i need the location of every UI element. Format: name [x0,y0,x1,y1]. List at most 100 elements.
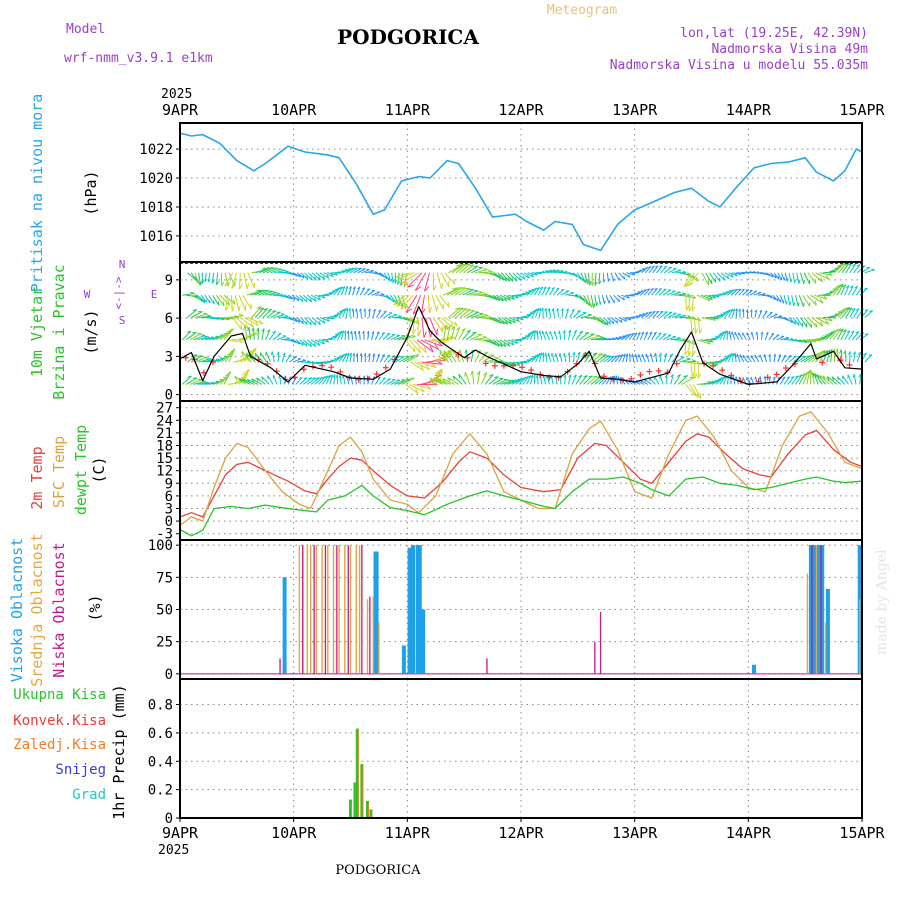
wind-arrow [787,376,795,385]
wind-arrow [526,288,535,296]
wind-arrow [490,360,503,363]
wind-arrow [696,294,711,302]
wind-arrow-head [272,330,277,334]
wind-arrow [830,265,842,274]
y-tick-label: 6 [165,311,173,327]
wind-arrow-head [738,308,741,312]
wind-arrow [751,332,755,340]
wind-arrow-head [826,376,830,381]
precip-legend-item: Snijeg [55,762,106,778]
wind-arrow-head [721,331,725,334]
wind-arrow-head [541,307,544,312]
wind-arrow [851,285,859,296]
wind-arrow-head [670,374,674,378]
wind-arrow-head [688,282,694,286]
wind-arrow-head [771,332,775,335]
wind-arrow-head [790,375,795,379]
wind-arrow [379,354,386,363]
wind-arrow [621,294,630,299]
wind-arrow [666,336,677,341]
wind-arrow [800,317,808,328]
wind-arrow [267,375,274,385]
wind-arrow [591,353,603,363]
low-cloud-bar [361,545,363,674]
wind-arrow [378,377,386,385]
wind-arrow [633,314,643,318]
wind-arrow [750,309,753,318]
wind-arrow [181,375,192,385]
wind-arrow-head [482,292,488,295]
wind-arrow [334,355,343,363]
wind-arrow-head [577,309,581,312]
wind-arrow-head [355,308,358,312]
wind-arrow [271,351,275,363]
wind-arrow [270,311,281,318]
wind-arrow-head [397,280,401,285]
wind-arrow-head [849,285,854,289]
wind-arrow [247,272,255,289]
wind-arrow [469,334,483,341]
wind-arrow-head [299,376,303,379]
wind-arrow [291,339,301,345]
cloud-unit: (%) [86,594,104,621]
wind-arrow-head [606,321,609,326]
wind-arrow [785,317,793,324]
wind-arrow-head [353,330,356,334]
wind-arrow [190,355,203,363]
wind-arrow [374,331,380,341]
wind-arrow-head [330,273,334,278]
wind-arrow [732,272,742,276]
wind-arrow [663,266,672,274]
wind-arrow [345,267,355,274]
wind-arrow-head [359,308,362,312]
wind-arrow [278,271,289,274]
wind-arrow [451,307,464,318]
precip-legend-item: Grad [72,787,106,803]
wind-arrow-head [461,263,467,266]
wind-arrow [559,330,562,340]
wind-arrow [530,287,538,296]
wind-arrow-head [641,331,645,335]
wind-arrow [289,317,298,323]
wind-arrow-head [387,378,391,380]
wind-arrow [293,272,301,278]
wind-arrow [296,359,306,363]
wind-arrow [853,308,860,318]
wind-arrow [444,349,455,363]
wind-arrow [219,294,230,306]
wind-arrow-head [603,300,606,304]
wind-arrow [342,353,348,363]
wind-arrow-head [346,352,350,356]
wind-arrow [675,315,686,318]
wind-arrow [579,332,590,341]
wind-arrow-head [820,277,823,283]
x-tick-label-top: 14APR [726,101,772,119]
wind-arrow [243,272,248,290]
wind-arrow [575,330,584,341]
wind-arrow [810,294,824,304]
wind-arrow-head [539,286,544,290]
wind-arrow-head [839,263,845,266]
wind-arrow [705,272,713,284]
wind-arrow [496,294,508,302]
wind-arrow-head [457,287,463,289]
wind-arrow [259,352,268,363]
wind-arrow-head [359,353,362,357]
wind-arrow [583,333,595,341]
wind-arrow [443,288,458,296]
wind-arrow-head [498,359,503,362]
wind-arrow [258,308,268,318]
mid-cloud-bar [358,545,361,674]
wind-arrow [279,375,282,385]
wind-arrow [390,379,401,385]
wind-arrow [643,288,651,296]
wind-arrow-head [405,308,413,313]
wind-arrow-head [515,340,519,344]
high-cloud-bar [820,545,825,674]
wind-arrow [314,294,326,299]
wind-arrow-head [418,347,421,353]
wind-arrow-head [250,322,254,328]
wind-arrow [831,376,842,385]
wind-arrow [754,354,760,363]
